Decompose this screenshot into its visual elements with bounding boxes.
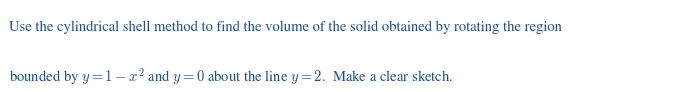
Text: bounded by $y = 1 - x^2$ and $y = 0$ about the line $y = 2$.  Make a clear sketc: bounded by $y = 1 - x^2$ and $y = 0$ abo… <box>9 66 453 87</box>
Text: Use the cylindrical shell method to find the volume of the solid obtained by rot: Use the cylindrical shell method to find… <box>9 20 562 34</box>
